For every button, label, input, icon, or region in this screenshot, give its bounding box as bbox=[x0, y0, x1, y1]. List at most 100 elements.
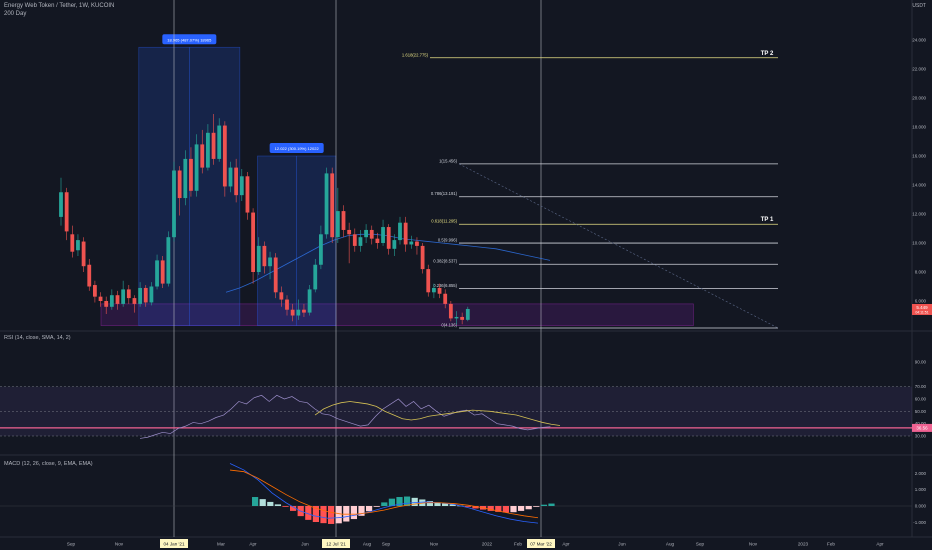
candle-body bbox=[335, 211, 340, 238]
support-zone bbox=[100, 303, 694, 326]
candle-body bbox=[375, 238, 380, 243]
rsi-axis-tick: 40.00 bbox=[915, 421, 927, 426]
fib-trendline bbox=[458, 163, 779, 329]
price-axis-tick: 6.000 bbox=[915, 299, 927, 304]
candle-body bbox=[364, 229, 368, 238]
last-price-tag bbox=[912, 303, 932, 315]
candle-body bbox=[81, 241, 86, 267]
rsi-value-label: 36.56 bbox=[916, 425, 928, 430]
candle-body bbox=[285, 299, 289, 310]
macd-histogram-bar bbox=[259, 499, 266, 506]
candle-body bbox=[76, 240, 80, 251]
candle-body bbox=[448, 303, 453, 319]
macd-histogram-bar bbox=[533, 506, 540, 507]
candle-body bbox=[432, 287, 436, 293]
macd-histogram-bar bbox=[320, 506, 327, 524]
macd-histogram-bar bbox=[343, 506, 350, 522]
candle-body bbox=[426, 269, 431, 293]
candle-body bbox=[319, 234, 323, 265]
chart-subtitle: 200 Day bbox=[4, 11, 27, 17]
macd-histogram-bar bbox=[518, 506, 525, 511]
candle-body bbox=[183, 158, 188, 199]
price-axis-tick: 18.000 bbox=[912, 125, 926, 130]
candle-body bbox=[268, 257, 272, 267]
macd-histogram-bar bbox=[305, 506, 312, 520]
time-axis-tick: Sep bbox=[67, 542, 76, 547]
rsi-indicator-title: RSI (14, close, SMA, 14, 2) bbox=[4, 335, 71, 341]
macd-axis-tick: -1.000 bbox=[913, 520, 926, 525]
target-label: TP 1 bbox=[761, 217, 774, 223]
price-axis-tick: 20.000 bbox=[912, 96, 926, 101]
candle-body bbox=[302, 309, 306, 313]
fib-level-label: 0.618(11.295) bbox=[431, 219, 457, 224]
candle-body bbox=[369, 229, 374, 239]
price-axis-tick: 12.000 bbox=[912, 212, 926, 217]
macd-histogram-bar bbox=[426, 501, 433, 506]
macd-histogram-bar bbox=[274, 504, 281, 506]
price-axis-tick: 10.000 bbox=[912, 241, 926, 246]
time-axis-tick: Nov bbox=[115, 542, 124, 547]
candle-body bbox=[64, 192, 69, 232]
candle-body bbox=[296, 309, 301, 316]
candle-body bbox=[398, 222, 402, 241]
measure-box-label: 18.965 (487.07%) 18965 bbox=[167, 37, 212, 42]
candle-body bbox=[454, 316, 459, 319]
time-axis-tick: 12 Jul '21 bbox=[326, 542, 346, 547]
rsi-value-tag bbox=[912, 423, 932, 432]
macd-line bbox=[229, 463, 539, 524]
candle-body bbox=[194, 144, 199, 191]
price-axis-tick: 14.000 bbox=[912, 183, 926, 188]
time-axis-tick: Apr bbox=[249, 542, 257, 547]
candle-body bbox=[70, 234, 75, 252]
candle-body bbox=[279, 292, 284, 300]
candle-body bbox=[172, 170, 176, 238]
last-price-value: 5.449 bbox=[916, 305, 928, 310]
time-axis-tick: Mar bbox=[217, 542, 225, 547]
macd-axis-tick: 1.000 bbox=[915, 487, 927, 492]
time-axis-tick: Jun bbox=[618, 542, 626, 547]
macd-histogram-bar bbox=[449, 504, 456, 506]
candle-body bbox=[166, 237, 171, 284]
macd-axis-tick: 2.000 bbox=[915, 471, 927, 476]
fib-level-label: 0.5(9.996) bbox=[438, 238, 458, 243]
rsi-axis-tick: 90.00 bbox=[915, 360, 927, 365]
macd-histogram-bar bbox=[267, 501, 274, 506]
candle-body bbox=[149, 286, 154, 303]
currency-label: USDT bbox=[912, 3, 926, 9]
candle-body bbox=[217, 125, 222, 159]
candle-body bbox=[245, 176, 250, 213]
macd-signal-line bbox=[229, 469, 539, 519]
candle-body bbox=[392, 240, 397, 249]
time-axis-tick: Sep bbox=[696, 542, 705, 547]
price-axis-tick: 8.000 bbox=[915, 270, 927, 275]
candle-body bbox=[121, 289, 126, 304]
candle-body bbox=[460, 316, 465, 320]
fib-level-label: 1.618(22.775) bbox=[402, 52, 429, 57]
candle-body bbox=[126, 289, 131, 299]
macd-histogram-bar bbox=[290, 506, 297, 511]
candle-body bbox=[403, 222, 408, 245]
time-axis-tick: Feb bbox=[827, 542, 835, 547]
measure-box-label-bg bbox=[162, 34, 217, 45]
candle-body bbox=[143, 287, 148, 303]
price-axis-tick: 24.000 bbox=[912, 38, 926, 43]
macd-histogram-bar bbox=[495, 506, 502, 512]
macd-histogram-bar bbox=[373, 506, 380, 507]
macd-histogram-bar bbox=[487, 506, 494, 511]
fib-level-label: 0.382(8.537) bbox=[433, 259, 457, 264]
candle-body bbox=[347, 229, 352, 235]
candle-body bbox=[93, 285, 97, 297]
candle-body bbox=[228, 167, 233, 187]
candle-body bbox=[234, 167, 239, 196]
rsi-axis-tick: 30.00 bbox=[915, 434, 927, 439]
macd-histogram-bar bbox=[472, 506, 479, 509]
time-axis-tick: Apr bbox=[562, 542, 570, 547]
macd-histogram-bar bbox=[525, 506, 532, 510]
macd-histogram-bar bbox=[366, 506, 373, 512]
time-axis-tick: Aug bbox=[666, 542, 675, 547]
macd-histogram-bar bbox=[358, 506, 365, 516]
candle-body bbox=[330, 173, 335, 238]
macd-histogram-bar bbox=[419, 499, 426, 506]
macd-axis-tick: 0.000 bbox=[915, 504, 927, 509]
